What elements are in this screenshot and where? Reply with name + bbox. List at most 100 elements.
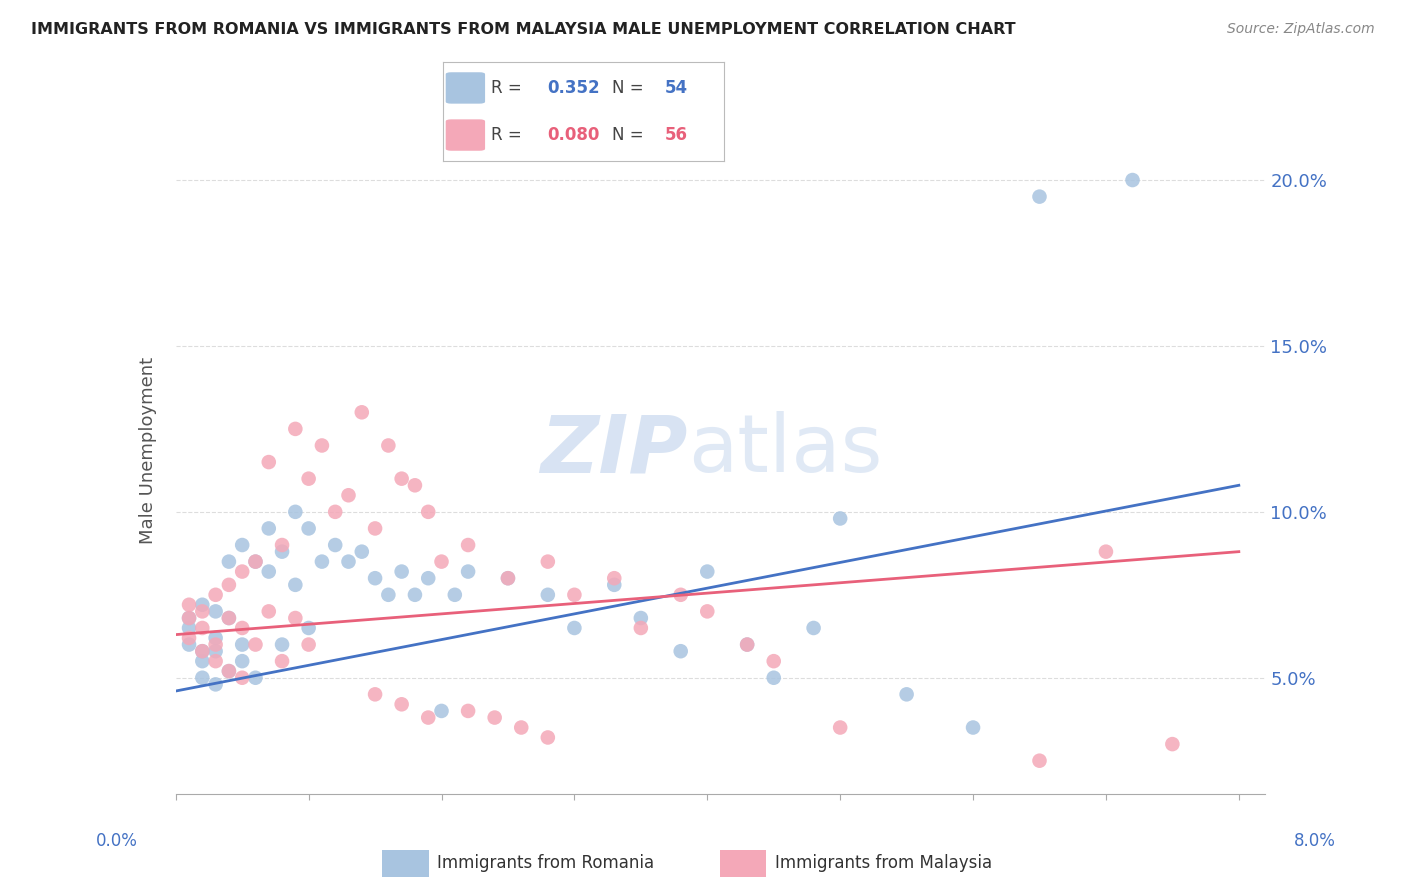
Point — [669, 644, 692, 658]
Point — [735, 638, 758, 652]
Point — [271, 538, 294, 552]
Point — [830, 721, 852, 735]
Point — [218, 555, 240, 569]
Point — [231, 621, 253, 635]
Point — [377, 588, 399, 602]
Point — [204, 631, 226, 645]
Point — [191, 671, 214, 685]
Point — [204, 638, 226, 652]
Point — [204, 588, 226, 602]
Point — [510, 721, 533, 735]
Text: Source: ZipAtlas.com: Source: ZipAtlas.com — [1227, 22, 1375, 37]
Point — [603, 578, 626, 592]
Point — [735, 638, 758, 652]
Point — [337, 488, 360, 502]
Point — [245, 555, 267, 569]
Point — [564, 621, 586, 635]
Point — [391, 472, 413, 486]
Point — [311, 438, 333, 452]
Point — [231, 671, 253, 685]
Point — [364, 687, 387, 701]
Point — [177, 611, 200, 625]
Text: 0.0%: 0.0% — [96, 831, 138, 849]
Point — [218, 664, 240, 678]
Point — [391, 565, 413, 579]
Point — [391, 698, 413, 712]
Point — [191, 654, 214, 668]
Point — [762, 654, 785, 668]
Point — [484, 710, 506, 724]
Point — [218, 664, 240, 678]
Bar — [720, 850, 766, 877]
FancyBboxPatch shape — [446, 120, 485, 151]
Point — [896, 687, 918, 701]
Point — [284, 505, 307, 519]
Point — [496, 571, 519, 585]
Point — [231, 565, 253, 579]
Point — [311, 555, 333, 569]
Text: atlas: atlas — [688, 411, 882, 490]
Point — [257, 521, 280, 535]
Point — [218, 578, 240, 592]
Point — [630, 611, 652, 625]
Point — [1161, 737, 1184, 751]
Point — [430, 555, 453, 569]
Point — [962, 721, 984, 735]
Point — [669, 588, 692, 602]
Point — [337, 555, 360, 569]
Point — [564, 588, 586, 602]
Point — [231, 654, 253, 668]
Point — [443, 588, 465, 602]
Text: N =: N = — [612, 126, 648, 144]
Point — [1028, 754, 1050, 768]
Point — [418, 571, 440, 585]
Text: 56: 56 — [665, 126, 688, 144]
Text: R =: R = — [491, 79, 527, 97]
Text: ZIP: ZIP — [540, 411, 688, 490]
Point — [630, 621, 652, 635]
Point — [284, 422, 307, 436]
Point — [350, 405, 373, 419]
Point — [830, 511, 852, 525]
Text: N =: N = — [612, 79, 648, 97]
Point — [404, 478, 426, 492]
Point — [177, 638, 200, 652]
FancyBboxPatch shape — [446, 72, 485, 103]
Point — [231, 538, 253, 552]
Point — [271, 544, 294, 558]
Point — [350, 544, 373, 558]
Point — [762, 671, 785, 685]
Point — [284, 578, 307, 592]
Point — [218, 611, 240, 625]
Point — [1121, 173, 1143, 187]
Point — [257, 604, 280, 618]
Text: 0.352: 0.352 — [547, 79, 599, 97]
Point — [218, 611, 240, 625]
Point — [418, 710, 440, 724]
Point — [364, 521, 387, 535]
Point — [1095, 544, 1118, 558]
Point — [191, 598, 214, 612]
Point — [457, 704, 479, 718]
Point — [204, 644, 226, 658]
Point — [204, 654, 226, 668]
Text: 0.080: 0.080 — [547, 126, 599, 144]
Point — [537, 731, 560, 745]
Point — [191, 644, 214, 658]
Text: Immigrants from Romania: Immigrants from Romania — [437, 854, 654, 872]
Point — [696, 604, 718, 618]
Point — [204, 677, 226, 691]
Y-axis label: Male Unemployment: Male Unemployment — [139, 357, 157, 544]
Point — [537, 588, 560, 602]
Point — [457, 538, 479, 552]
Point — [257, 455, 280, 469]
Point — [364, 571, 387, 585]
Point — [696, 565, 718, 579]
Text: 8.0%: 8.0% — [1294, 831, 1336, 849]
Point — [1028, 189, 1050, 203]
Point — [204, 604, 226, 618]
Point — [191, 604, 214, 618]
Point — [298, 621, 321, 635]
Point — [404, 588, 426, 602]
Point — [323, 505, 346, 519]
